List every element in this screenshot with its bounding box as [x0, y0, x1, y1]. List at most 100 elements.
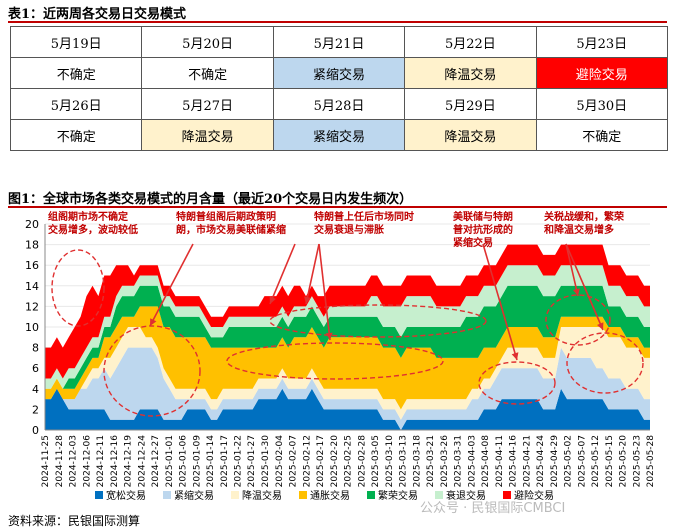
- legend-label: 通胀交易: [310, 489, 350, 502]
- highlight-ellipse: [478, 361, 556, 405]
- x-tick-label: 2024-12-16: [110, 435, 120, 488]
- legend-swatch-loose: [95, 491, 103, 499]
- x-tick-label: 2025-01-30: [261, 435, 271, 488]
- x-tick-label: 2025-02-25: [344, 435, 354, 487]
- source-note: 资料来源：民银国际测算: [8, 514, 141, 528]
- legend-label: 宽松交易: [106, 489, 146, 502]
- x-tick-label: 2025-03-13: [399, 435, 409, 487]
- series-area-boom: [45, 285, 650, 389]
- highlight-ellipse: [269, 304, 487, 338]
- date-cell: 5月26日: [9, 88, 143, 120]
- date-cell: 5月27日: [141, 88, 274, 120]
- trade-mode-table: 5月19日 5月20日 5月21日 5月22日 5月23日 不确定 不确定 紧缩交易 降温交易避…: [9, 26, 669, 151]
- table-title: 表1：近两周各交易日交易模式: [8, 7, 187, 22]
- arrow-head: [597, 322, 604, 330]
- x-tick-label: 2025-02-12: [302, 435, 312, 487]
- series-area-contract: [45, 347, 650, 430]
- date-cell: 5月30日: [535, 88, 669, 120]
- arrow-head: [150, 318, 157, 326]
- x-tick-label: 2024-12-11: [96, 435, 106, 487]
- arrow-head: [511, 352, 519, 360]
- y-tick-label: 14: [25, 280, 39, 293]
- y-tick-label: 12: [25, 300, 39, 313]
- x-tick-label: 2025-02-28: [357, 435, 367, 488]
- legend-label: 降温交易: [242, 489, 282, 502]
- legend-swatch-hedge: [503, 491, 511, 499]
- legend-swatch-contract: [163, 491, 171, 499]
- legend-swatch-inflation: [299, 491, 307, 499]
- figure-rule: [8, 206, 667, 208]
- mode-cell: 降温交易: [404, 119, 537, 151]
- annotation-text: 特朗普上任后市场同时交易衰退与滞胀: [314, 210, 414, 236]
- stacked-area-chart: 0 2 4 6 8 10 12 14 16 18 20 2024-11-25 2024-11-28 202…: [25, 210, 656, 502]
- x-tick-label: 2025-01-17: [220, 435, 230, 487]
- mode-cell: 不确定: [9, 119, 143, 151]
- y-tick-label: 10: [25, 321, 39, 334]
- arrow-head: [573, 288, 580, 296]
- series-area-cool: [45, 327, 650, 420]
- x-tick-label: 2025-05-20: [619, 435, 629, 488]
- x-tick-label: 2025-04-08: [481, 435, 491, 488]
- date-cell: 5月23日: [535, 26, 669, 58]
- legend-swatch-boom: [367, 491, 375, 499]
- x-tick-label: 2024-11-25: [41, 435, 51, 487]
- x-tick-label: 2025-01-27: [247, 435, 257, 487]
- annotation-text: 关税战缓和，繁荣和降温交易增多: [543, 210, 624, 236]
- x-tick-label: 2025-01-14: [206, 435, 216, 488]
- highlight-ellipse: [566, 332, 644, 394]
- x-tick-label: 2025-01-09: [192, 435, 202, 488]
- date-cell: 5月21日: [272, 26, 406, 58]
- title-rule: [8, 21, 667, 23]
- highlight-ellipse: [103, 325, 201, 417]
- figure-title: 图1：全球市场各类交易模式的月含量（最近20个交易日内发生频次）: [8, 192, 413, 207]
- x-tick-label: 2025-05-23: [632, 435, 642, 487]
- x-tick-label: 2024-11-28: [55, 435, 65, 488]
- legend-label: 繁荣交易: [378, 489, 418, 502]
- x-tick-label: 2025-03-05: [371, 435, 381, 487]
- x-tick-label: 2025-03-21: [426, 435, 436, 487]
- x-tick-label: 2025-04-03: [467, 435, 477, 487]
- arrow-head: [304, 296, 311, 304]
- mode-cell: 降温交易: [404, 57, 537, 89]
- legend-label: 避险交易: [514, 489, 554, 502]
- annotation-arrow: [305, 243, 320, 305]
- mode-cell: 避险交易: [535, 57, 669, 89]
- series-area-hedge: [45, 244, 650, 379]
- date-cell: 5月19日: [9, 26, 143, 58]
- annotation-text: 美联储与特朗普对抗形成的紧缩交易: [453, 210, 513, 249]
- mode-cell: 紧缩交易: [272, 119, 406, 151]
- watermark: 公众号 · 民银国际CMBCI: [420, 501, 566, 516]
- x-tick-label: 2025-02-17: [316, 435, 326, 487]
- annotation-arrow: [565, 243, 579, 297]
- x-tick-label: 2024-12-24: [137, 435, 147, 488]
- annotation-arrow: [482, 243, 518, 361]
- y-tick-label: 8: [32, 342, 39, 355]
- legend-swatch-recession: [435, 491, 443, 499]
- mode-cell: 不确定: [141, 57, 274, 89]
- x-tick-label: 2024-12-27: [151, 435, 161, 487]
- annotation-arrow: [318, 243, 331, 341]
- x-tick-label: 2024-12-03: [69, 435, 79, 487]
- y-tick-label: 2: [32, 403, 39, 416]
- annotation-arrow: [269, 243, 296, 305]
- y-tick-label: 18: [25, 239, 39, 252]
- annotation-arrow: [149, 243, 194, 327]
- date-cell: 5月20日: [141, 26, 274, 58]
- annotation-arrow: [565, 243, 604, 331]
- x-tick-label: 2025-05-15: [605, 435, 615, 487]
- mode-cell: 降温交易: [141, 119, 274, 151]
- highlight-ellipse: [51, 249, 105, 327]
- y-tick-label: 6: [32, 362, 39, 375]
- highlight-ellipse: [226, 342, 444, 380]
- x-tick-label: 2025-03-31: [454, 435, 464, 487]
- y-tick-label: 4: [32, 383, 39, 396]
- y-tick-label: 0: [32, 424, 39, 437]
- highlight-ellipse: [545, 294, 611, 346]
- mode-cell: 紧缩交易: [272, 57, 406, 89]
- x-tick-label: 2025-04-16: [509, 435, 519, 488]
- x-tick-label: 2025-03-18: [412, 435, 422, 488]
- date-cell: 5月28日: [272, 88, 406, 120]
- x-tick-label: 2024-12-19: [124, 435, 134, 488]
- legend-label: 衰退交易: [446, 489, 486, 502]
- x-tick-label: 2025-04-24: [536, 435, 546, 488]
